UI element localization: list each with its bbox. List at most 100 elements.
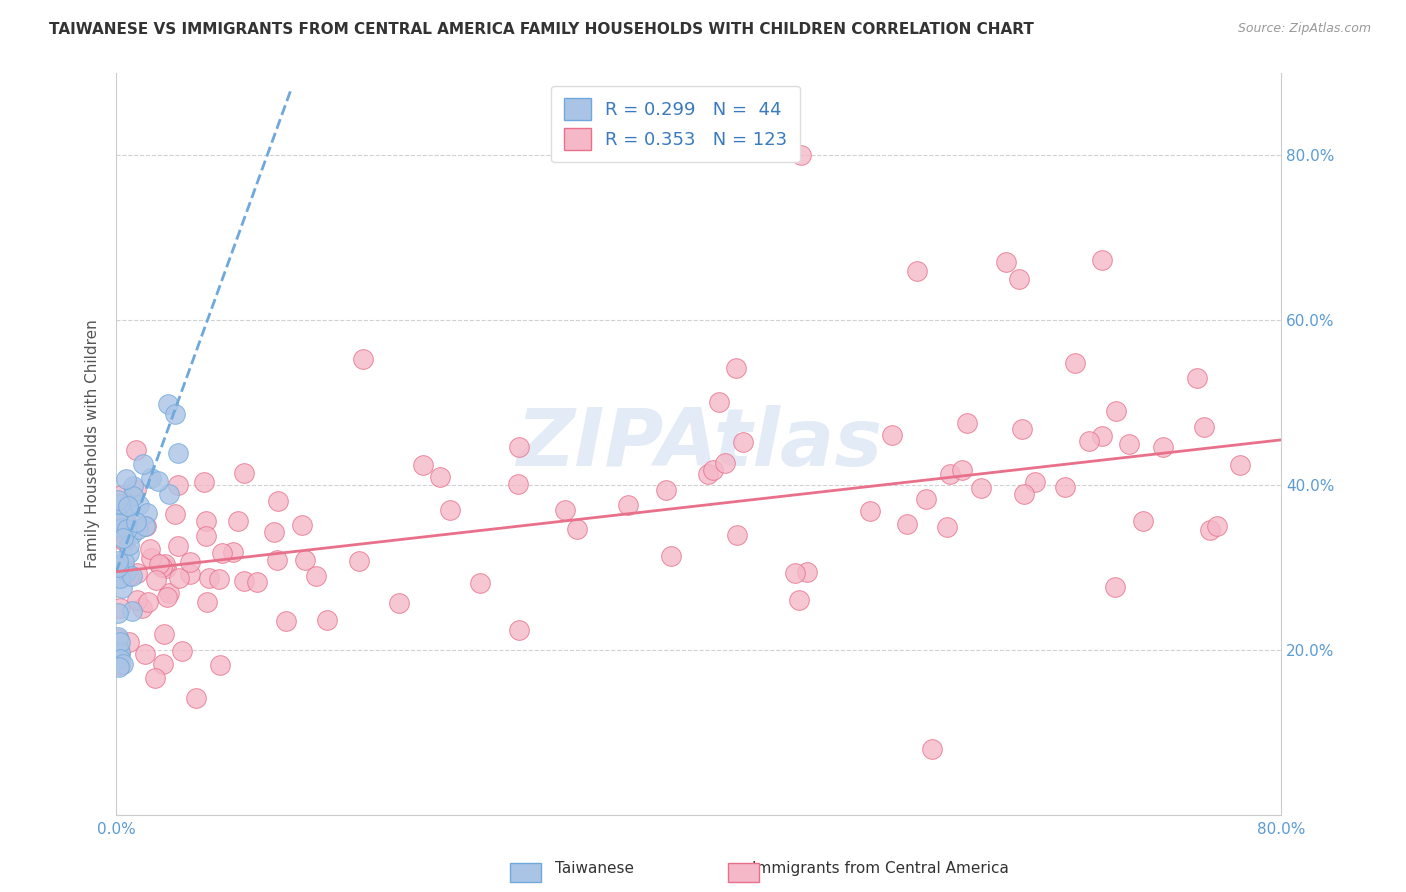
Point — [115, 565, 138, 579]
Point — [150, 560, 173, 574]
Point — [121, 569, 143, 583]
Point — [121, 527, 143, 541]
Point — [134, 647, 156, 661]
Point — [145, 573, 167, 587]
Point — [184, 691, 207, 706]
Point — [111, 581, 134, 595]
Point — [1205, 519, 1227, 533]
Point — [790, 148, 813, 162]
Point — [696, 467, 718, 481]
Point — [132, 457, 155, 471]
Point — [707, 395, 730, 409]
Point — [110, 646, 132, 660]
Point — [135, 519, 157, 533]
Point — [1199, 524, 1222, 538]
Point — [141, 470, 163, 484]
Point — [952, 462, 974, 476]
Point — [305, 569, 328, 583]
Point — [128, 498, 150, 512]
Point — [108, 497, 131, 511]
Point — [111, 657, 134, 671]
Point — [195, 514, 218, 528]
Point — [148, 558, 170, 572]
Point — [796, 566, 818, 580]
Point — [783, 566, 806, 581]
Point — [914, 492, 936, 507]
Point — [1185, 371, 1208, 385]
Point — [114, 508, 136, 522]
Point — [1132, 514, 1154, 528]
Point — [994, 254, 1017, 268]
Point — [787, 593, 810, 607]
Text: Source: ZipAtlas.com: Source: ZipAtlas.com — [1237, 22, 1371, 36]
Point — [157, 586, 180, 600]
Point — [114, 518, 136, 533]
Point — [107, 511, 129, 525]
Point — [110, 488, 132, 502]
Point — [195, 595, 218, 609]
Point — [108, 516, 131, 530]
Point — [567, 522, 589, 536]
Point — [107, 651, 129, 665]
Text: TAIWANESE VS IMMIGRANTS FROM CENTRAL AMERICA FAMILY HOUSEHOLDS WITH CHILDREN COR: TAIWANESE VS IMMIGRANTS FROM CENTRAL AME… — [49, 22, 1033, 37]
Point — [110, 600, 132, 615]
Point — [110, 657, 132, 672]
Point — [107, 659, 129, 673]
Point — [274, 615, 297, 629]
Point — [121, 604, 143, 618]
Point — [107, 630, 129, 644]
Point — [208, 572, 231, 586]
Point — [127, 522, 149, 536]
Text: Taiwanese: Taiwanese — [555, 861, 634, 876]
Point — [108, 571, 131, 585]
Point — [294, 553, 316, 567]
Point — [221, 544, 243, 558]
Point — [731, 435, 754, 450]
Point — [111, 531, 134, 545]
Point — [165, 507, 187, 521]
Point — [125, 593, 148, 607]
Point — [121, 479, 143, 493]
Point — [508, 623, 530, 637]
Point — [1008, 272, 1031, 286]
Point — [167, 571, 190, 585]
Point — [115, 522, 138, 536]
Point — [153, 557, 176, 571]
Point — [108, 652, 131, 666]
Point — [232, 574, 254, 588]
Point — [1105, 404, 1128, 418]
Point — [970, 481, 993, 495]
Point — [115, 515, 138, 529]
Y-axis label: Family Households with Children: Family Households with Children — [86, 319, 100, 568]
Point — [179, 555, 201, 569]
Point — [114, 526, 136, 541]
Point — [136, 506, 159, 520]
Point — [1024, 475, 1046, 489]
Point — [880, 427, 903, 442]
Point — [156, 591, 179, 605]
Point — [661, 549, 683, 563]
Point — [139, 551, 162, 566]
Point — [266, 494, 288, 508]
Point — [412, 458, 434, 472]
Point — [157, 487, 180, 501]
Point — [1091, 252, 1114, 267]
Point — [211, 546, 233, 560]
Point — [1118, 436, 1140, 450]
Point — [166, 540, 188, 554]
Point — [1063, 356, 1085, 370]
Point — [470, 576, 492, 591]
Point — [112, 534, 135, 549]
Point — [1152, 440, 1174, 454]
Text: Immigrants from Central America: Immigrants from Central America — [752, 861, 1010, 876]
Point — [155, 561, 177, 575]
Point — [134, 519, 156, 533]
Point — [179, 567, 201, 582]
Point — [149, 558, 172, 573]
Point — [554, 503, 576, 517]
Point — [170, 643, 193, 657]
Point — [508, 441, 530, 455]
Point — [118, 546, 141, 560]
Point — [506, 476, 529, 491]
Point — [125, 515, 148, 529]
